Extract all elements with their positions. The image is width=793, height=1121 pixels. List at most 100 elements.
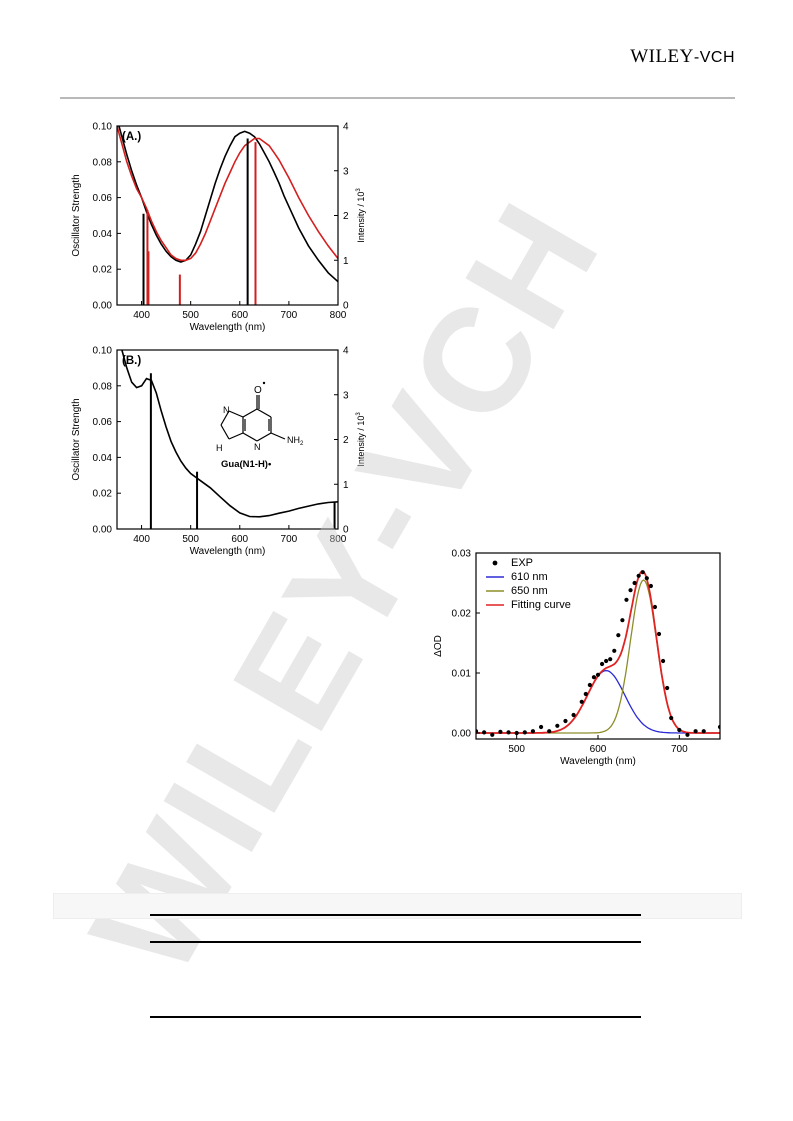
c-data-point-25 (628, 588, 633, 593)
c-y-axis-label: ΔOD (433, 635, 444, 657)
c-curve-0 (476, 669, 720, 734)
b-structure-label: Gua(N1-H)• (221, 459, 272, 470)
a-ytick-label-5: 0.10 (93, 122, 113, 133)
b-xtick-label-3: 700 (281, 534, 298, 545)
b-xtick-label-0: 400 (133, 534, 150, 545)
c-ytick-label-0: 0.00 (452, 729, 472, 740)
c-xtick-label-1: 600 (590, 744, 607, 755)
c-data-point-11 (563, 718, 568, 724)
b-bond-0 (242, 408, 258, 418)
c-ytick-label-3: 0.03 (452, 549, 472, 560)
b-y2tick-label-0: 0 (343, 525, 349, 536)
b-y2-axis-label-main: Intensity / 10 (356, 416, 366, 467)
c-data-point-3 (498, 729, 503, 734)
chart-b: 400 500 600 700 800 0.00 0.02 0.04 0.06 0.08 0.10 0… (71, 346, 366, 558)
a-x-axis-label: Wavelength (nm) (190, 322, 266, 333)
c-legend-label-2: 650 nm (511, 585, 548, 597)
a-y-axis-label: Oscillator Strength (71, 174, 82, 256)
b-bond-8 (220, 424, 230, 440)
c-data-point-17 (595, 672, 601, 677)
b-y-axis-label: Oscillator Strength (71, 398, 82, 480)
a-xtick-label-0: 400 (133, 310, 150, 321)
a-panel-label: (A.) (122, 131, 141, 143)
publisher-name: WILEY (630, 46, 694, 67)
b-atom-amino-sub: 2 (300, 441, 304, 447)
c-data-point-9 (547, 729, 552, 734)
b-y2-axis-label: Intensity / 103 (356, 412, 366, 467)
b-ytick-label-0: 0.00 (93, 525, 113, 536)
c-data-point-29 (644, 576, 649, 581)
c-data-point-37 (685, 732, 690, 737)
b-bond-4 (242, 432, 258, 442)
a-xtick-label-3: 700 (281, 310, 298, 321)
chart-c: 500 600 700 0.00 0.01 0.02 0.03 Wavelength (nm)… (433, 549, 721, 767)
b-bond-1 (256, 408, 272, 418)
c-xtick-label-2: 700 (671, 744, 688, 755)
b-atom-amino: NH (287, 435, 300, 445)
c-data-point-6 (522, 730, 527, 735)
c-ytick-label-1: 0.01 (452, 669, 472, 680)
a-xtick-label-1: 500 (182, 310, 199, 321)
c-data-point-19 (604, 658, 609, 664)
b-radical-dot (262, 381, 266, 385)
a-y2tick-label-3: 3 (343, 166, 349, 177)
a-series-1-line (117, 126, 338, 262)
a-xtick-label-4: 800 (330, 310, 347, 321)
c-data-point-20 (608, 657, 613, 662)
c-data-point-21 (612, 648, 617, 653)
c-data-point-26 (632, 580, 637, 586)
b-xtick-label-1: 500 (182, 534, 199, 545)
c-data-point-10 (555, 723, 560, 728)
c-ytick-label-2: 0.02 (452, 609, 472, 620)
a-series-0-line (118, 126, 338, 283)
c-data-point-24 (624, 597, 629, 602)
b-y2tick-label-3: 3 (343, 390, 349, 401)
b-y2tick-label-4: 4 (343, 346, 349, 357)
b-bond-12 (270, 432, 286, 440)
c-data-point-1 (482, 730, 487, 735)
c-data-point-18 (599, 661, 605, 667)
b-y2-axis-label-sup: 3 (356, 412, 362, 416)
c-data-point-34 (665, 685, 670, 691)
b-xtick-label-2: 600 (231, 534, 248, 545)
c-data-point-22 (616, 633, 621, 638)
b-atom-n9-h: H (216, 443, 223, 453)
c-data-point-35 (669, 715, 674, 721)
c-data-point-23 (620, 618, 625, 623)
b-series-0-line (120, 350, 338, 518)
c-data-point-27 (636, 573, 641, 578)
c-xtick-label-0: 500 (508, 744, 525, 755)
b-ytick-label-3: 0.06 (93, 417, 113, 428)
a-ytick-label-3: 0.06 (93, 193, 113, 204)
c-data-point-12 (571, 712, 576, 718)
c-data-point-33 (660, 658, 666, 664)
b-ytick-label-5: 0.10 (93, 346, 113, 357)
c-data-point-36 (677, 727, 682, 733)
b-bond-6 (228, 410, 244, 418)
a-y2-axis-label: Intensity / 103 (356, 188, 366, 243)
c-data-point-5 (514, 730, 519, 736)
b-bond-9 (228, 432, 244, 440)
c-legend-label-3: Fitting curve (511, 599, 571, 611)
a-ytick-label-2: 0.04 (93, 229, 113, 240)
a-y2tick-label-0: 0 (343, 301, 349, 312)
a-y2tick-label-2: 2 (343, 211, 349, 222)
c-data-point-7 (530, 729, 536, 734)
table-rule-header (150, 941, 641, 943)
b-y2tick-label-2: 2 (343, 435, 349, 446)
a-xtick-label-2: 600 (231, 310, 248, 321)
c-data-point-31 (652, 604, 658, 610)
c-data-point-16 (591, 675, 597, 680)
c-data-point-28 (640, 570, 645, 575)
c-legend-label-0: EXP (511, 557, 533, 569)
publisher-logo: WILEY-VCH (630, 46, 735, 68)
b-bond-3 (256, 432, 272, 442)
c-data-point-38 (693, 729, 698, 734)
a-y2-axis-label-sup: 3 (356, 188, 362, 192)
b-ytick-label-1: 0.02 (93, 489, 113, 500)
c-data-point-13 (579, 699, 584, 704)
a-y2tick-label-4: 4 (343, 122, 349, 133)
table-rule-top (150, 914, 641, 916)
a-ytick-label-4: 0.08 (93, 157, 113, 168)
